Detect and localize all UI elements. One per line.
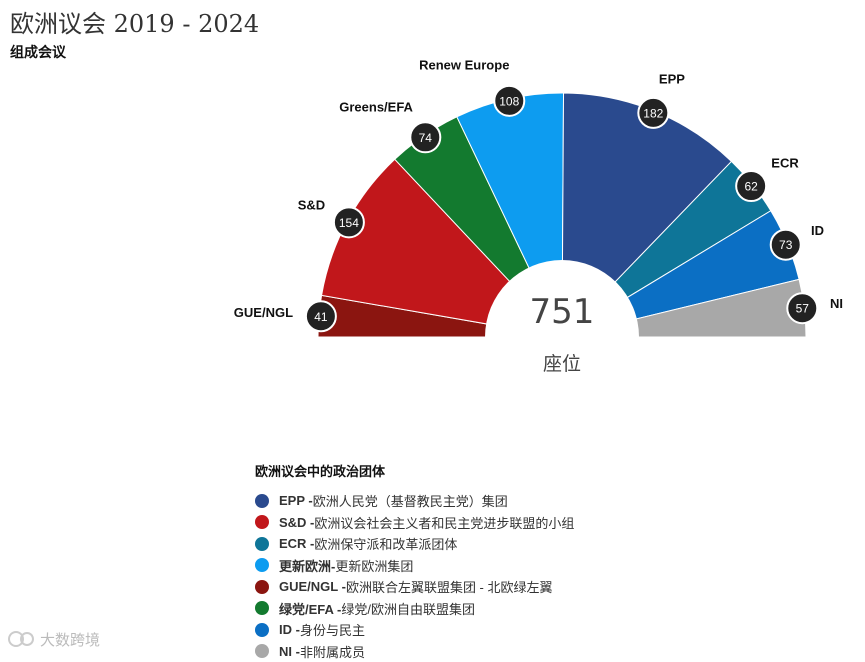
seats-label: 座位: [543, 353, 581, 375]
legend-color-dot: [255, 644, 269, 658]
legend-description: 欧洲人民党（基督教民主党）集团: [313, 491, 508, 510]
party-label: ECR: [771, 156, 799, 171]
seat-count-label: 41: [314, 310, 328, 324]
legend-color-dot: [255, 537, 269, 551]
parliament-chart: 41 GUE/NGL 154 S&D 74 Greens/EFA 108 Renew Euro…: [0, 0, 865, 420]
seat-count-label: 62: [744, 180, 758, 194]
legend-color-dot: [255, 623, 269, 637]
legend-abbr: S&D -: [279, 515, 314, 530]
legend-item: ID -身份与民主: [255, 619, 815, 641]
seat-count-label: 154: [339, 216, 359, 230]
legend-item: S&D -欧洲议会社会主义者和民主党进步联盟的小组: [255, 512, 815, 534]
party-label: Greens/EFA: [339, 100, 413, 115]
legend-description: 更新欧洲集团: [335, 556, 413, 575]
legend-item: NI -非附属成员: [255, 641, 815, 662]
legend-abbr: ID -: [279, 622, 300, 637]
legend-abbr: EPP -: [279, 493, 313, 508]
chart-baseline-mask: [258, 337, 865, 420]
legend-item: EPP -欧洲人民党（基督教民主党）集团: [255, 490, 815, 512]
seat-count-label: 108: [499, 94, 519, 108]
legend-title: 欧洲议会中的政治团体: [255, 461, 815, 480]
legend-description: 绿党/欧洲自由联盟集团: [341, 599, 475, 618]
watermark: 大数跨境: [8, 628, 100, 650]
legend-description: 欧洲议会社会主义者和民主党进步联盟的小组: [314, 513, 574, 532]
legend-item: GUE/NGL -欧洲联合左翼联盟集团 - 北欧绿左翼: [255, 576, 815, 598]
legend-color-dot: [255, 494, 269, 508]
party-label: S&D: [298, 197, 325, 212]
seat-count-label: 57: [796, 302, 810, 316]
legend-color-dot: [255, 601, 269, 615]
legend-abbr: ECR -: [279, 536, 314, 551]
legend-item: 更新欧洲-更新欧洲集团: [255, 555, 815, 577]
legend-abbr: 绿党/EFA -: [279, 599, 341, 618]
watermark-text: 大数跨境: [40, 629, 100, 650]
legend-abbr: GUE/NGL -: [279, 579, 346, 594]
legend-description: 身份与民主: [300, 620, 365, 639]
legend-abbr: 更新欧洲-: [279, 556, 335, 575]
seat-count-label: 182: [643, 106, 663, 120]
legend-item: 绿党/EFA -绿党/欧洲自由联盟集团: [255, 598, 815, 620]
total-seats-value: 751: [530, 292, 595, 332]
legend-color-dot: [255, 515, 269, 529]
legend-item: ECR -欧洲保守派和改革派团体: [255, 533, 815, 555]
watermark-logo-icon: [8, 628, 36, 650]
party-label: EPP: [659, 72, 685, 87]
legend-description: 欧洲保守派和改革派团体: [314, 534, 457, 553]
seat-count-label: 73: [779, 238, 793, 252]
party-label: NI: [830, 296, 843, 311]
seat-count-label: 74: [419, 131, 433, 145]
party-label: Renew Europe: [419, 58, 509, 73]
legend-color-dot: [255, 558, 269, 572]
party-label: ID: [811, 223, 824, 238]
legend-description: 欧洲联合左翼联盟集团 - 北欧绿左翼: [346, 577, 553, 596]
legend-color-dot: [255, 580, 269, 594]
party-label: GUE/NGL: [234, 305, 293, 320]
legend-description: 非附属成员: [300, 642, 365, 661]
